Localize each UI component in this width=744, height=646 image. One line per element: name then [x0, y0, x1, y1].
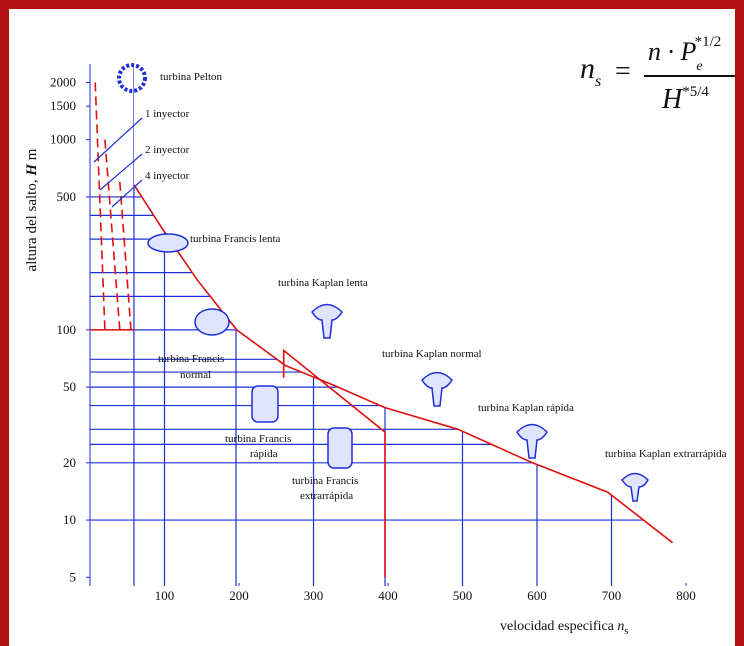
annotation: 1 inyector [145, 108, 190, 120]
annotation: extrarrápida [300, 490, 353, 502]
annotation: turbina Francis lenta [190, 233, 281, 245]
annotation: turbina Francis [225, 433, 291, 445]
kaplan-icon [517, 425, 547, 459]
y-tick-label: 2000 [50, 74, 76, 89]
x-symbol: n [617, 619, 624, 634]
francis-icon [195, 309, 229, 335]
formula-part: n [580, 52, 595, 85]
x-tick-label: 800 [676, 588, 696, 603]
x-tick-label: 400 [378, 588, 398, 603]
annotation: turbina Kaplan lenta [278, 277, 368, 289]
leader-line [112, 180, 142, 207]
y-tick-label: 1500 [50, 98, 76, 113]
x-tick-label: 100 [155, 588, 175, 603]
series-line [105, 140, 120, 330]
annotation: normal [180, 369, 211, 381]
y-unit: m [24, 148, 40, 160]
annotation: 2 inyector [145, 144, 190, 156]
y-tick-label: 20 [63, 455, 76, 470]
x-tick-label: 500 [453, 588, 473, 603]
formula-part: s [595, 73, 601, 90]
annotation: turbina Kaplan extrarrápida [605, 448, 727, 460]
annotation: turbina Francis [292, 475, 358, 487]
formula-part: e [696, 59, 702, 74]
formula-part: H [661, 84, 684, 115]
y-tick-label: 100 [57, 322, 77, 337]
formula-part: = [615, 56, 631, 87]
x-tick-label: 200 [229, 588, 249, 603]
francis-icon [328, 428, 352, 468]
formula-part: n · P [648, 37, 697, 66]
y-tick-label: 500 [57, 189, 77, 204]
y-tick-label: 5 [70, 569, 77, 584]
kaplan-icon [312, 305, 342, 339]
formula-part: *5/4 [682, 84, 709, 100]
y-label: altura del salto, [24, 179, 40, 271]
annotation: turbina Francis [158, 353, 224, 365]
formula: n · Pe *1/2 [648, 34, 721, 74]
x-tick-label: 600 [527, 588, 547, 603]
x-axis-title: velocidad especifica ns [500, 619, 628, 637]
annotation: turbina Kaplan rápida [478, 402, 574, 414]
icons [119, 65, 648, 501]
x-label: velocidad especifica [500, 619, 615, 634]
series-line [95, 82, 105, 329]
annotation: turbina Pelton [160, 71, 223, 83]
leaders [94, 118, 142, 207]
francis-icon [252, 386, 278, 422]
y-symbol: H [24, 163, 40, 177]
y-tick-label: 50 [63, 379, 76, 394]
pelton-icon [119, 65, 145, 91]
y-axis-title: altura del salto, H m [24, 148, 40, 271]
formula: H*5/4 [661, 84, 709, 115]
x-tick-label: 700 [602, 588, 622, 603]
kaplan-icon [622, 474, 648, 502]
y-tick-label: 10 [63, 512, 76, 527]
annotation: 4 inyector [145, 170, 190, 182]
annotation: rápida [250, 448, 278, 460]
annotation: turbina Kaplan normal [382, 348, 482, 360]
formula: ns [580, 52, 601, 90]
y-tick-label: 1000 [50, 132, 76, 147]
series-line [120, 182, 131, 330]
kaplan-icon [422, 373, 452, 407]
x-symbol-sub: s [624, 626, 628, 637]
chart: 5 10 20 50 100 500 1000 1500 2000 100 200 300 400 500… [0, 0, 744, 646]
frame: 5 10 20 50 100 500 1000 1500 2000 100 200 300 400 500… [0, 0, 744, 646]
x-tick-label: 300 [304, 588, 324, 603]
formula-part: *1/2 [695, 34, 722, 50]
francis-icon [148, 234, 188, 252]
leader-line [94, 118, 142, 162]
